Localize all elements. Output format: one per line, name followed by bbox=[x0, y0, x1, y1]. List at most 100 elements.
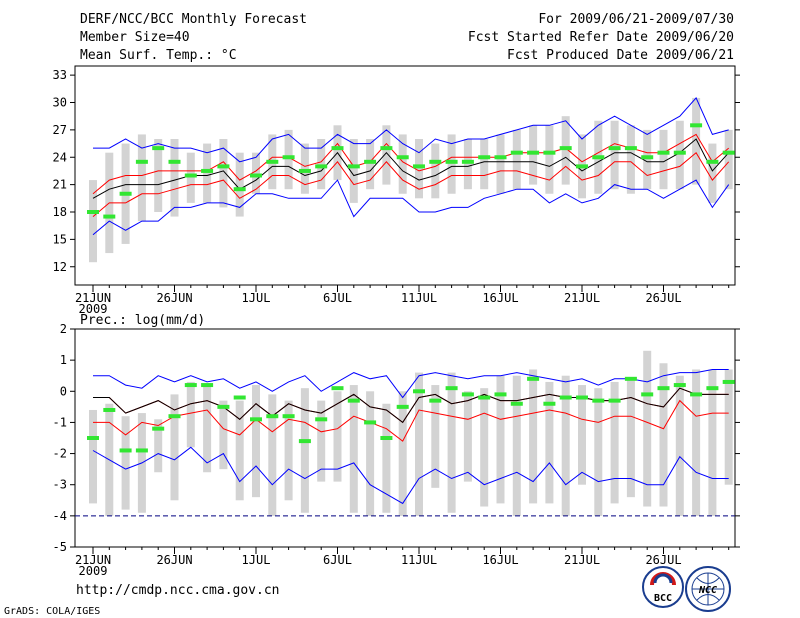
precipitation-marker bbox=[722, 379, 735, 384]
precipitation-spread-box bbox=[626, 378, 635, 498]
precipitation-marker bbox=[396, 404, 409, 409]
temperature-marker bbox=[445, 159, 458, 164]
precipitation-spread-box bbox=[496, 375, 505, 504]
temperature-marker bbox=[266, 159, 279, 164]
temperature-marker bbox=[624, 146, 637, 151]
temperature-marker bbox=[119, 191, 132, 196]
temperature-spread-box bbox=[203, 143, 212, 203]
precipitation-ytick-label: 1 bbox=[60, 353, 67, 367]
temperature-spread-box bbox=[154, 139, 163, 212]
variable-label: Mean Surf. Temp.: °C bbox=[80, 48, 237, 63]
temperature-xtick-label: 1JUL bbox=[242, 291, 271, 305]
temperature-xtick-label: 26JUL bbox=[645, 291, 681, 305]
precipitation-marker bbox=[576, 395, 588, 400]
precipitation-spread-box bbox=[659, 363, 668, 507]
temperature-spread-box bbox=[692, 97, 701, 185]
precipitation-spread-box bbox=[431, 385, 440, 488]
temperature-marker bbox=[592, 155, 605, 160]
temperature-ytick-label: 12 bbox=[53, 260, 67, 274]
temperature-marker bbox=[364, 159, 377, 164]
temperature-spread-box bbox=[496, 134, 505, 194]
precipitation-spread-box bbox=[447, 372, 456, 513]
precipitation-spread-box bbox=[545, 381, 554, 504]
temperature-marker bbox=[201, 168, 214, 173]
temperature-marker bbox=[87, 210, 99, 214]
precipitation-spread-box bbox=[463, 391, 472, 482]
temperature-marker bbox=[494, 155, 507, 160]
precipitation-marker bbox=[510, 401, 523, 406]
ncc-logo-text: NCC bbox=[698, 585, 717, 596]
precipitation-ytick-label: -1 bbox=[53, 415, 67, 429]
forecast-period: For 2009/06/21-2009/07/30 bbox=[538, 12, 734, 27]
temperature-ytick-label: 30 bbox=[53, 96, 67, 110]
precipitation-spread-box bbox=[349, 385, 358, 513]
precipitation-marker bbox=[690, 392, 703, 397]
produced-date: Fcst Produced Date 2009/06/21 bbox=[507, 48, 734, 63]
temperature-marker bbox=[282, 155, 295, 160]
temperature-marker bbox=[510, 150, 523, 155]
precipitation-max-line bbox=[93, 369, 729, 399]
precipitation-marker bbox=[559, 395, 572, 400]
bcc-logo-text: BCC bbox=[654, 593, 672, 604]
source-url[interactable]: http://cmdp.ncc.cma.gov.cn bbox=[76, 583, 280, 598]
precipitation-spread-box bbox=[675, 375, 684, 516]
temperature-marker bbox=[690, 123, 703, 128]
precip-panel-title: Prec.: log(mm/d) bbox=[80, 313, 205, 328]
temperature-marker bbox=[184, 173, 197, 178]
temperature-marker bbox=[396, 155, 409, 160]
precipitation-marker bbox=[217, 404, 230, 409]
precipitation-spread-box bbox=[610, 381, 619, 504]
temperature-marker bbox=[168, 159, 181, 164]
temperature-spread-box bbox=[480, 139, 489, 190]
precipitation-marker bbox=[233, 395, 246, 400]
precipitation-panel: -5 -4 -3 -2 -1 0 1 2 21JUN 26JUN 1JUL 6JUL 11JUL 16JU… bbox=[53, 322, 740, 578]
precipitation-spread-box bbox=[724, 369, 733, 485]
temperature-spread-box bbox=[366, 139, 375, 190]
precipitation-ytick-label: 2 bbox=[60, 322, 67, 336]
precipitation-spread-box bbox=[268, 394, 277, 516]
precipitation-marker bbox=[429, 398, 442, 403]
precipitation-spread-box bbox=[512, 375, 521, 516]
precipitation-marker bbox=[364, 420, 377, 425]
temperature-marker bbox=[217, 164, 230, 169]
precipitation-spread-box bbox=[284, 400, 293, 501]
temperature-min-line bbox=[92, 179, 730, 236]
precipitation-xtick-label: 1JUL bbox=[242, 553, 271, 567]
precipitation-marker bbox=[347, 398, 360, 403]
temperature-marker bbox=[233, 187, 246, 192]
precipitation-marker bbox=[706, 386, 719, 391]
temperature-marker bbox=[576, 164, 588, 169]
temperature-spread-box bbox=[431, 143, 440, 199]
temperature-marker bbox=[478, 155, 491, 160]
temperature-marker bbox=[527, 150, 540, 155]
precipitation-marker bbox=[592, 398, 605, 403]
precipitation-spread-box bbox=[235, 400, 244, 501]
precipitation-spread-box bbox=[594, 388, 603, 516]
precipitation-xtick-label: 26JUN bbox=[156, 553, 192, 567]
temperature-spread-box bbox=[724, 129, 733, 190]
precipitation-marker bbox=[315, 417, 328, 422]
temperature-spread-box bbox=[284, 129, 293, 190]
temperature-xtick-label: 26JUN bbox=[156, 291, 192, 305]
precipitation-marker bbox=[152, 426, 165, 431]
temperature-spread-box bbox=[529, 125, 538, 185]
temperature-spread-box bbox=[398, 134, 407, 194]
precipitation-spread-box bbox=[300, 388, 309, 513]
temperature-marker bbox=[331, 146, 344, 151]
precipitation-marker bbox=[445, 386, 458, 391]
temperature-spread-box bbox=[626, 125, 635, 194]
precipitation-spread-box bbox=[203, 385, 212, 473]
precipitation-spread-box bbox=[692, 369, 701, 516]
precipitation-spread-box bbox=[252, 385, 260, 498]
precipitation-marker bbox=[413, 389, 425, 394]
precipitation-marker bbox=[282, 414, 295, 419]
precipitation-ytick-label: -3 bbox=[53, 478, 67, 492]
temperature-marker bbox=[429, 159, 442, 164]
temperature-year-label: 2009 bbox=[79, 302, 108, 316]
temperature-spread-box bbox=[137, 134, 146, 222]
precipitation-spread-box bbox=[366, 391, 375, 516]
precipitation-ytick-label: -2 bbox=[53, 447, 67, 461]
precipitation-marker bbox=[494, 392, 507, 397]
temperature-marker bbox=[657, 150, 670, 155]
